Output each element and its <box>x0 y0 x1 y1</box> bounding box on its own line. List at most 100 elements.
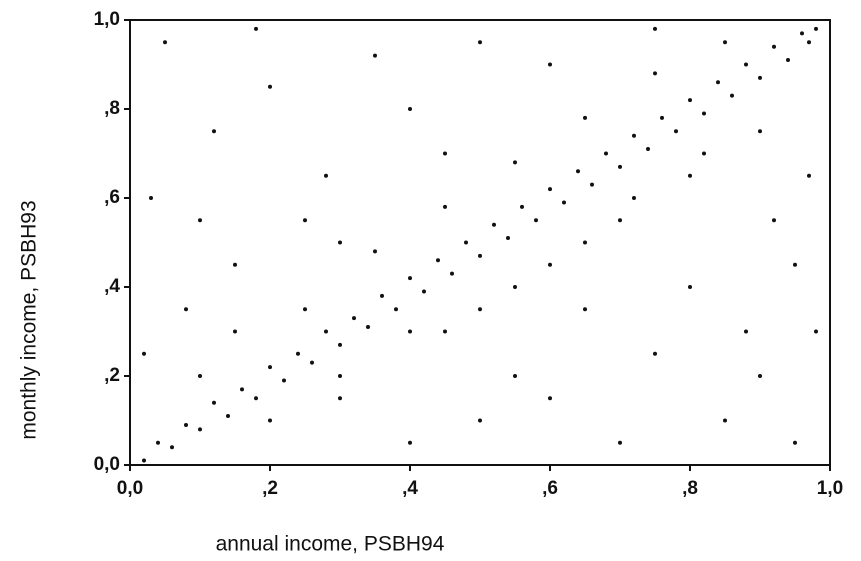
point <box>583 115 587 120</box>
point <box>268 418 272 423</box>
point <box>772 218 776 223</box>
point <box>268 365 272 370</box>
point <box>373 249 377 254</box>
point <box>338 342 342 347</box>
point <box>653 351 657 356</box>
point <box>688 285 692 289</box>
point <box>772 44 776 49</box>
point <box>352 316 356 321</box>
point <box>226 414 230 419</box>
point <box>380 293 384 298</box>
point <box>254 26 258 31</box>
point <box>674 129 678 134</box>
point <box>702 111 706 116</box>
point <box>478 253 482 258</box>
point <box>464 240 468 245</box>
point <box>744 329 748 334</box>
point <box>604 151 608 156</box>
point <box>513 285 517 289</box>
point <box>548 396 552 401</box>
y-tick-label: ,8 <box>104 98 120 119</box>
point <box>443 329 447 334</box>
point <box>793 262 797 267</box>
point <box>170 445 174 450</box>
point <box>534 218 538 223</box>
point <box>576 169 580 174</box>
x-tick-label: ,8 <box>682 478 698 499</box>
point <box>688 98 692 103</box>
point <box>814 329 818 334</box>
point <box>478 418 482 423</box>
point <box>807 40 811 45</box>
point <box>443 151 447 156</box>
point <box>212 129 216 134</box>
plot-frame <box>129 19 831 466</box>
point <box>422 289 426 294</box>
point <box>198 427 202 432</box>
point <box>394 307 398 312</box>
point <box>723 418 727 423</box>
point <box>198 218 202 223</box>
point <box>478 40 482 45</box>
point <box>324 173 328 178</box>
point <box>646 147 650 152</box>
point <box>324 329 328 334</box>
point <box>443 204 447 209</box>
point <box>303 218 307 223</box>
point <box>744 62 748 67</box>
x-axis-title: annual income, PSBH94 <box>216 533 445 556</box>
point <box>296 351 300 356</box>
y-tick-label: ,2 <box>104 365 120 386</box>
point <box>373 53 377 58</box>
point <box>408 440 412 445</box>
x-tick-label: ,2 <box>262 478 278 499</box>
y-tick-label: ,4 <box>104 276 120 297</box>
point <box>758 374 762 378</box>
point <box>184 422 188 427</box>
y-axis-title: monthly income, PSBH93 <box>18 200 41 439</box>
point <box>408 329 412 334</box>
point <box>653 71 657 76</box>
point <box>702 151 706 156</box>
point <box>513 374 517 378</box>
point <box>338 240 342 245</box>
point <box>758 75 762 80</box>
point <box>163 40 167 45</box>
point <box>618 164 622 169</box>
point <box>156 440 160 445</box>
point <box>282 378 286 383</box>
point <box>436 258 440 263</box>
point <box>366 325 370 330</box>
point <box>513 160 517 165</box>
point <box>240 387 244 392</box>
y-tick-label: 1,0 <box>94 9 120 30</box>
point <box>506 236 510 241</box>
point <box>548 262 552 267</box>
point <box>142 458 146 463</box>
point <box>408 107 412 111</box>
point <box>632 133 636 138</box>
x-tick-label: ,4 <box>402 478 418 499</box>
point <box>450 271 454 276</box>
point <box>184 307 188 312</box>
point <box>408 276 412 281</box>
point <box>793 440 797 445</box>
point <box>338 374 342 378</box>
point <box>268 84 272 89</box>
point <box>198 374 202 378</box>
point <box>254 396 258 401</box>
point <box>758 129 762 134</box>
point <box>583 307 587 312</box>
point <box>653 26 657 31</box>
point <box>562 200 566 205</box>
x-tick-label: 1,0 <box>817 478 843 499</box>
point <box>548 187 552 192</box>
x-tick-label: ,6 <box>542 478 558 499</box>
point <box>660 115 664 120</box>
point <box>212 400 216 405</box>
point <box>548 62 552 67</box>
point <box>478 307 482 312</box>
point <box>590 182 594 187</box>
